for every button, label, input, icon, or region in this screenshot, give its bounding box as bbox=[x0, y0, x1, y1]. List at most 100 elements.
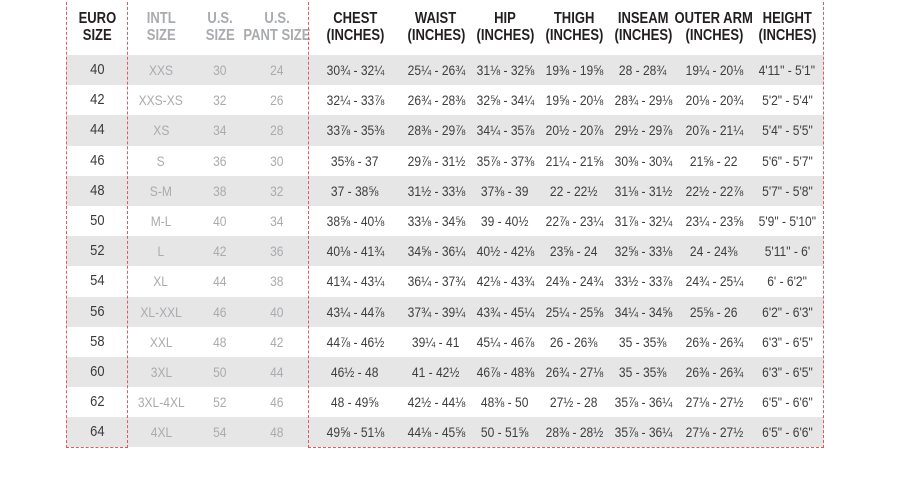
height-cell: 5'7" - 5'8" bbox=[750, 176, 824, 206]
inseam-value: 35⅞ - 36¼ bbox=[614, 394, 672, 411]
inseam-cell: 29½ - 29⅞ bbox=[608, 115, 678, 145]
height-cell: 5'6" - 5'7" bbox=[750, 146, 824, 176]
outer_arm-cell: 22½ - 22⅞ bbox=[678, 176, 750, 206]
outer_arm-cell: 26⅜ - 26¾ bbox=[678, 327, 750, 357]
col-header-inseam: INSEAM (INCHES) bbox=[608, 10, 678, 44]
chest-cell: 33⅞ - 35⅜ bbox=[308, 115, 402, 145]
height-value: 4'11" - 5'1" bbox=[758, 62, 816, 79]
intl-value: M-L bbox=[150, 213, 172, 230]
us-value: 46 bbox=[213, 303, 227, 320]
inseam-value: 31⅞ - 32¼ bbox=[614, 213, 672, 230]
pant-value: 34 bbox=[270, 213, 284, 230]
pant-cell: 28 bbox=[246, 115, 308, 145]
table-row-euro-50: 50 M-L 40 34 38⅝ - 40⅛ 33⅛ - 34⅝ 39 - 40½ 22⅞ -… bbox=[66, 206, 824, 236]
height-value: 6'2" - 6'3" bbox=[761, 303, 813, 320]
outer_arm-cell: 26⅜ - 26¾ bbox=[678, 357, 750, 387]
hip-value: 37⅜ - 39 bbox=[481, 182, 529, 199]
table-body: 40 XXS 30 24 30¾ - 32¼ 25¼ - 26¾ 31⅛ - 32⅝ 19⅜ … bbox=[66, 55, 824, 448]
height-value: 6' - 6'2" bbox=[767, 273, 807, 290]
height-value: 6'5" - 6'6" bbox=[761, 424, 813, 441]
col-header-euro: EURO SIZE bbox=[66, 10, 128, 44]
col-header-euro-line2: SIZE bbox=[82, 26, 112, 44]
inseam-value: 28 - 28¾ bbox=[619, 62, 667, 79]
us-cell: 42 bbox=[194, 236, 246, 266]
height-cell: 6' - 6'2" bbox=[750, 266, 824, 296]
pant-value: 36 bbox=[270, 243, 284, 260]
thigh-cell: 26 - 26⅜ bbox=[540, 327, 608, 357]
col-header-height-line1: HEIGHT bbox=[762, 10, 812, 27]
col-header-hip-line1: HIP bbox=[494, 10, 516, 27]
inseam-cell: 35⅞ - 36¼ bbox=[608, 417, 678, 447]
intl-value: S-M bbox=[149, 182, 173, 199]
thigh-value: 25¼ - 25⅝ bbox=[545, 303, 603, 320]
outer_arm-cell: 20⅞ - 21¼ bbox=[678, 115, 750, 145]
euro-value: 40 bbox=[89, 61, 105, 79]
thigh-cell: 25¼ - 25⅝ bbox=[540, 297, 608, 327]
chest-cell: 32¼ - 33⅞ bbox=[308, 85, 402, 115]
us-value: 32 bbox=[213, 92, 227, 109]
waist-cell: 42½ - 44⅛ bbox=[402, 387, 470, 417]
euro-cell: 54 bbox=[66, 266, 128, 296]
pant-value: 30 bbox=[270, 152, 284, 169]
euro-cell: 56 bbox=[66, 297, 128, 327]
outer_arm-value: 19¼ - 20⅛ bbox=[685, 62, 743, 79]
outer_arm-value: 20⅛ - 20¾ bbox=[685, 92, 743, 109]
waist-value: 37¾ - 39¼ bbox=[407, 303, 465, 320]
intl-cell: XL-XXL bbox=[128, 297, 194, 327]
outer_arm-value: 26⅜ - 26¾ bbox=[685, 363, 743, 380]
waist-value: 39¼ - 41 bbox=[412, 333, 460, 350]
pant-cell: 44 bbox=[246, 357, 308, 387]
col-header-thigh-line1: THIGH bbox=[553, 10, 595, 27]
col-header-intl: INTL SIZE bbox=[128, 10, 194, 44]
col-header-outer_arm-line2: (INCHES) bbox=[685, 26, 743, 44]
thigh-cell: 22⅞ - 23¼ bbox=[540, 206, 608, 236]
height-cell: 5'4" - 5'5" bbox=[750, 115, 824, 145]
pant-value: 26 bbox=[270, 92, 284, 109]
us-cell: 52 bbox=[194, 387, 246, 417]
intl-cell: M-L bbox=[128, 206, 194, 236]
col-header-chest-line1: CHEST bbox=[332, 10, 378, 27]
col-header-pant: U.S. PANT SIZE bbox=[243, 10, 311, 44]
intl-cell: 3XL-4XL bbox=[128, 387, 194, 417]
chest-value: 37 - 38⅝ bbox=[331, 182, 379, 199]
height-value: 6'5" - 6'6" bbox=[761, 394, 813, 411]
chest-value: 32¼ - 33⅞ bbox=[326, 92, 384, 109]
inseam-value: 33½ - 33⅞ bbox=[614, 273, 672, 290]
euro-cell: 50 bbox=[66, 206, 128, 236]
pant-value: 28 bbox=[270, 122, 284, 139]
euro-value: 54 bbox=[89, 272, 105, 290]
outer_arm-cell: 27⅛ - 27½ bbox=[678, 417, 750, 447]
us-cell: 44 bbox=[194, 266, 246, 296]
intl-cell: XXS-XS bbox=[128, 85, 194, 115]
waist-cell: 26¾ - 28⅜ bbox=[402, 85, 470, 115]
table-row-euro-64: 64 4XL 54 48 49⅝ - 51⅛ 44⅛ - 45⅝ 50 - 51⅝ 28⅜ -… bbox=[66, 417, 824, 448]
inseam-cell: 31⅞ - 32¼ bbox=[608, 206, 678, 236]
intl-value: 4XL bbox=[150, 424, 172, 441]
outer_arm-cell: 25⅝ - 26 bbox=[678, 297, 750, 327]
waist-cell: 33⅛ - 34⅝ bbox=[402, 206, 470, 236]
col-header-inseam-line2: (INCHES) bbox=[614, 26, 672, 44]
euro-value: 62 bbox=[89, 393, 105, 411]
us-value: 54 bbox=[213, 424, 227, 441]
hip-cell: 46⅞ - 48⅜ bbox=[470, 357, 540, 387]
table-row-euro-56: 56 XL-XXL 46 40 43¼ - 44⅞ 37¾ - 39¼ 43¾ - 45¼ 2… bbox=[66, 296, 824, 327]
euro-value: 46 bbox=[89, 151, 105, 169]
col-header-waist: WAIST (INCHES) bbox=[402, 10, 470, 44]
inseam-value: 35⅞ - 36¼ bbox=[614, 424, 672, 441]
inseam-cell: 28 - 28¾ bbox=[608, 55, 678, 85]
inseam-value: 28¾ - 29⅛ bbox=[614, 92, 672, 109]
intl-value: XS bbox=[152, 122, 170, 139]
thigh-value: 27½ - 28 bbox=[550, 394, 598, 411]
hip-cell: 35⅞ - 37⅜ bbox=[470, 146, 540, 176]
outer_arm-cell: 27⅛ - 27½ bbox=[678, 387, 750, 417]
chest-value: 30¾ - 32¼ bbox=[326, 62, 384, 79]
us-cell: 34 bbox=[194, 115, 246, 145]
waist-value: 33⅛ - 34⅝ bbox=[407, 213, 465, 230]
waist-cell: 44⅛ - 45⅝ bbox=[402, 417, 470, 447]
pant-value: 44 bbox=[270, 363, 284, 380]
col-header-pant-line2: PANT SIZE bbox=[243, 26, 311, 44]
thigh-value: 28⅜ - 28½ bbox=[545, 424, 603, 441]
table-row-euro-54: 54 XL 44 38 41¾ - 43¼ 36¼ - 37¾ 42⅛ - 43¾ 24⅜ -… bbox=[66, 266, 824, 296]
chest-value: 38⅝ - 40⅛ bbox=[326, 213, 384, 230]
height-value: 6'3" - 6'5" bbox=[761, 333, 813, 350]
